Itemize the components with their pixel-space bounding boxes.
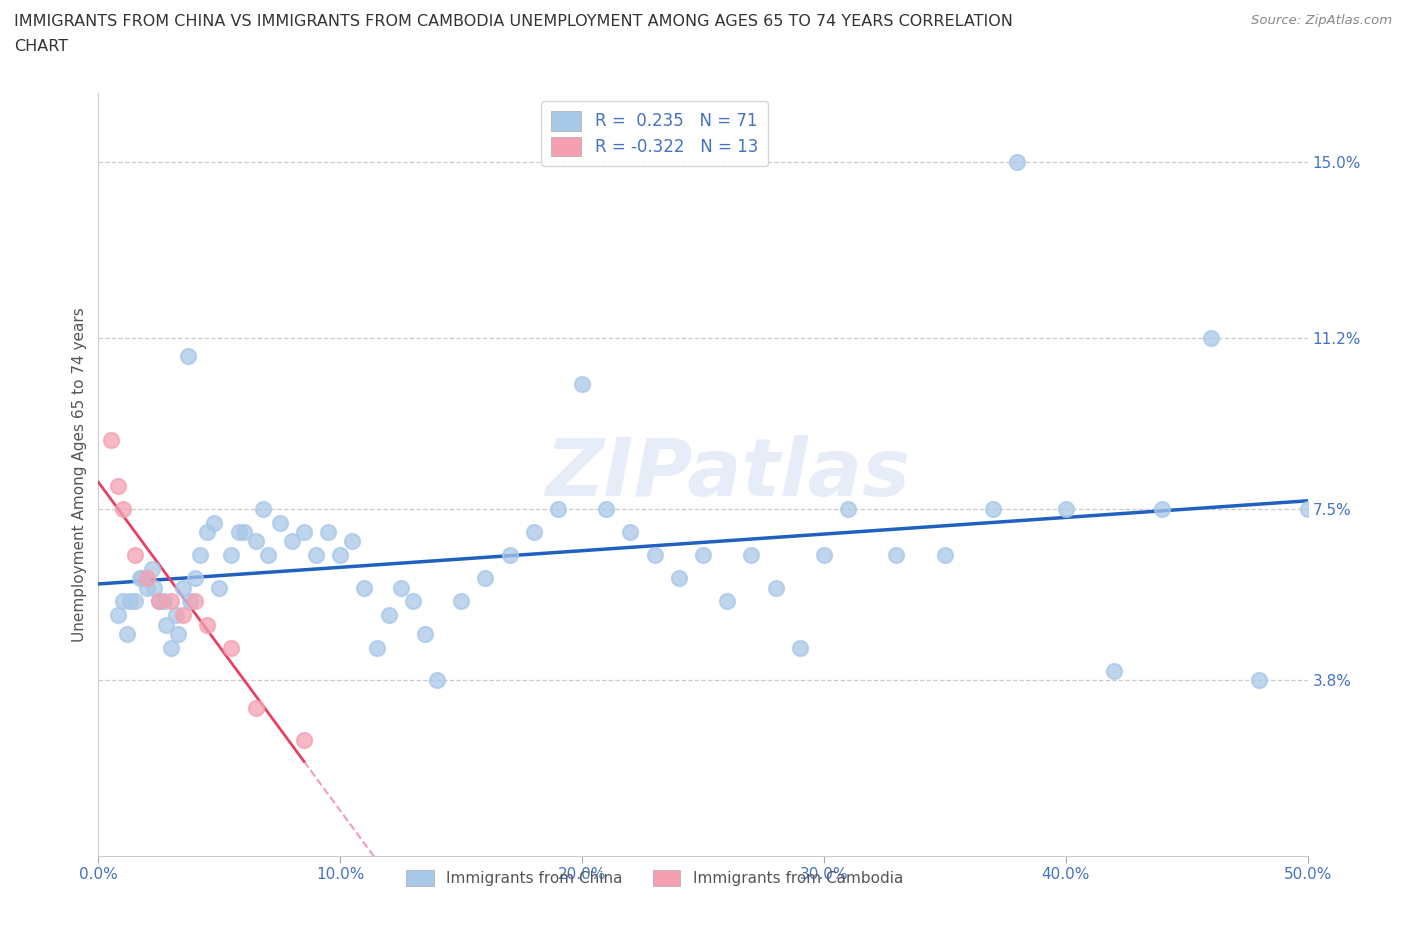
Text: ZIPatlas: ZIPatlas	[544, 435, 910, 513]
Point	[124, 548, 146, 563]
Point	[692, 548, 714, 563]
Point	[981, 501, 1004, 516]
Point	[789, 640, 811, 655]
Point	[128, 571, 150, 586]
Point	[342, 534, 364, 549]
Point	[353, 580, 375, 595]
Point	[155, 618, 177, 632]
Point	[1007, 155, 1029, 170]
Point	[413, 626, 436, 641]
Point	[184, 594, 207, 609]
Point	[1152, 501, 1174, 516]
Point	[165, 608, 187, 623]
Point	[886, 548, 908, 563]
Point	[281, 534, 304, 549]
Point	[1296, 501, 1319, 516]
Point	[571, 377, 593, 392]
Point	[245, 534, 267, 549]
Point	[172, 580, 194, 595]
Point	[389, 580, 412, 595]
Point	[292, 525, 315, 539]
Point	[740, 548, 762, 563]
Point	[366, 640, 388, 655]
Point	[619, 525, 641, 539]
Point	[498, 548, 520, 563]
Point	[221, 548, 243, 563]
Point	[107, 608, 129, 623]
Point	[131, 571, 153, 586]
Point	[245, 700, 267, 715]
Point	[426, 672, 449, 687]
Point	[172, 608, 194, 623]
Point	[148, 594, 170, 609]
Point	[195, 618, 218, 632]
Point	[716, 594, 738, 609]
Point	[195, 525, 218, 539]
Legend: Immigrants from China, Immigrants from Cambodia: Immigrants from China, Immigrants from C…	[398, 862, 911, 894]
Point	[1249, 672, 1271, 687]
Point	[152, 594, 174, 609]
Text: IMMIGRANTS FROM CHINA VS IMMIGRANTS FROM CAMBODIA UNEMPLOYMENT AMONG AGES 65 TO : IMMIGRANTS FROM CHINA VS IMMIGRANTS FROM…	[14, 14, 1012, 29]
Point	[644, 548, 666, 563]
Point	[474, 571, 496, 586]
Point	[179, 594, 201, 609]
Point	[668, 571, 690, 586]
Point	[188, 548, 211, 563]
Y-axis label: Unemployment Among Ages 65 to 74 years: Unemployment Among Ages 65 to 74 years	[72, 307, 87, 642]
Point	[256, 548, 278, 563]
Point	[813, 548, 835, 563]
Point	[111, 594, 134, 609]
Point	[143, 580, 166, 595]
Point	[252, 501, 274, 516]
Point	[117, 626, 139, 641]
Point	[160, 640, 183, 655]
Point	[329, 548, 352, 563]
Point	[292, 733, 315, 748]
Point	[305, 548, 328, 563]
Point	[934, 548, 956, 563]
Point	[377, 608, 399, 623]
Point	[1199, 330, 1222, 345]
Point	[135, 580, 157, 595]
Point	[208, 580, 231, 595]
Text: Source: ZipAtlas.com: Source: ZipAtlas.com	[1251, 14, 1392, 27]
Point	[523, 525, 546, 539]
Point	[118, 594, 141, 609]
Point	[148, 594, 170, 609]
Point	[167, 626, 190, 641]
Point	[595, 501, 617, 516]
Point	[107, 478, 129, 493]
Point	[135, 571, 157, 586]
Point	[160, 594, 183, 609]
Point	[141, 562, 163, 577]
Point	[111, 501, 134, 516]
Point	[547, 501, 569, 516]
Point	[177, 349, 200, 364]
Point	[269, 515, 291, 530]
Point	[1102, 663, 1125, 678]
Point	[316, 525, 339, 539]
Point	[204, 515, 226, 530]
Point	[1054, 501, 1077, 516]
Point	[402, 594, 425, 609]
Point	[124, 594, 146, 609]
Point	[100, 432, 122, 447]
Point	[228, 525, 250, 539]
Point	[221, 640, 243, 655]
Point	[837, 501, 859, 516]
Point	[232, 525, 254, 539]
Point	[184, 571, 207, 586]
Point	[765, 580, 787, 595]
Text: CHART: CHART	[14, 39, 67, 54]
Point	[450, 594, 472, 609]
